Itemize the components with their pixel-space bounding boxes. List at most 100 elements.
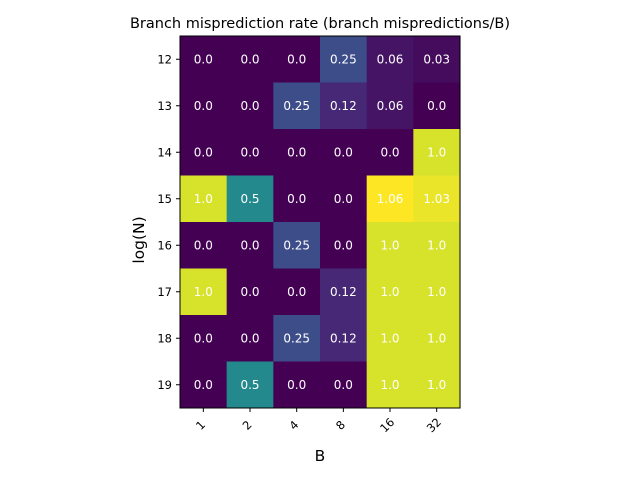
cell-value-label: 0.06 bbox=[377, 99, 404, 113]
y-tick-label: 16 bbox=[157, 238, 172, 252]
cell-value-label: 0.0 bbox=[334, 238, 353, 252]
heatmap-cell bbox=[366, 222, 414, 269]
heatmap-cell bbox=[180, 315, 228, 362]
cell-value-label: 1.0 bbox=[427, 238, 446, 252]
cell-value-label: 0.0 bbox=[287, 192, 306, 206]
cell-value-label: 1.0 bbox=[194, 192, 213, 206]
heatmap-cell bbox=[226, 315, 274, 362]
heatmap-cell bbox=[413, 129, 461, 176]
cell-value-label: 1.0 bbox=[427, 378, 446, 392]
heatmap-cell bbox=[366, 129, 414, 176]
cell-value-label: 0.25 bbox=[283, 99, 310, 113]
heatmap-cell-labels: 0.0 0.0 0.0 0.25 0.06 0.03 0.0 0.0 0.25 0.12 0.06 0… bbox=[194, 52, 450, 392]
heatmap-cell bbox=[180, 222, 228, 269]
heatmap-cell bbox=[180, 361, 228, 409]
heatmap-cell bbox=[226, 222, 274, 269]
heatmap-cell bbox=[366, 315, 414, 362]
cell-value-label: 0.0 bbox=[287, 52, 306, 66]
heatmap-cell bbox=[226, 82, 274, 130]
heatmap-cell bbox=[413, 82, 461, 130]
cell-value-label: 0.0 bbox=[240, 52, 259, 66]
heatmap-cell bbox=[226, 361, 274, 409]
heatmap-cell bbox=[413, 268, 461, 316]
heatmap-cell bbox=[413, 36, 461, 83]
x-tick-label: 1 bbox=[193, 418, 208, 433]
cell-value-label: 0.12 bbox=[330, 99, 357, 113]
cell-value-label: 0.0 bbox=[287, 285, 306, 299]
chart-title: Branch misprediction rate (branch mispre… bbox=[130, 16, 510, 32]
heatmap-cell bbox=[366, 268, 414, 316]
cell-value-label: 1.03 bbox=[423, 192, 450, 206]
y-tick-label: 13 bbox=[157, 99, 172, 113]
heatmap-cell bbox=[320, 361, 368, 409]
heatmap-cell bbox=[180, 82, 228, 130]
cell-value-label: 0.06 bbox=[377, 52, 404, 66]
cell-value-label: 0.0 bbox=[194, 99, 213, 113]
cell-value-label: 0.0 bbox=[427, 99, 446, 113]
x-tick-label: 16 bbox=[377, 415, 397, 435]
cell-value-label: 0.0 bbox=[334, 378, 353, 392]
heatmap-cell bbox=[273, 222, 321, 269]
cell-value-label: 0.12 bbox=[330, 285, 357, 299]
heatmap-cell bbox=[320, 315, 368, 362]
heatmap-cells bbox=[180, 36, 461, 409]
cell-value-label: 0.0 bbox=[287, 378, 306, 392]
y-tick-label: 14 bbox=[157, 145, 172, 159]
cell-value-label: 1.0 bbox=[194, 285, 213, 299]
heatmap-cell bbox=[366, 361, 414, 409]
cell-value-label: 0.0 bbox=[194, 378, 213, 392]
cell-value-label: 0.5 bbox=[240, 378, 259, 392]
heatmap-cell bbox=[366, 175, 414, 223]
cell-value-label: 0.25 bbox=[283, 331, 310, 345]
cell-value-label: 0.0 bbox=[240, 331, 259, 345]
heatmap-cell bbox=[366, 36, 414, 83]
heatmap-cell bbox=[413, 315, 461, 362]
heatmap-cell bbox=[320, 268, 368, 316]
cell-value-label: 0.0 bbox=[194, 52, 213, 66]
x-tick-label: 32 bbox=[424, 415, 444, 435]
x-axis-ticks: 1 2 4 8 16 32 bbox=[193, 408, 444, 435]
y-axis-label: log(N) bbox=[130, 216, 148, 263]
heatmap-cell bbox=[226, 129, 274, 176]
x-axis-label: B bbox=[315, 447, 326, 465]
cell-value-label: 0.5 bbox=[240, 192, 259, 206]
heatmap-cell bbox=[320, 36, 368, 83]
cell-value-label: 0.0 bbox=[194, 238, 213, 252]
cell-value-label: 1.0 bbox=[427, 285, 446, 299]
y-tick-label: 17 bbox=[157, 285, 172, 299]
cell-value-label: 0.0 bbox=[334, 192, 353, 206]
cell-value-label: 0.0 bbox=[240, 99, 259, 113]
cell-value-label: 0.0 bbox=[240, 285, 259, 299]
heatmap-cell bbox=[273, 361, 321, 409]
heatmap-cell bbox=[226, 36, 274, 83]
heatmap-cell bbox=[320, 129, 368, 176]
heatmap-cell bbox=[413, 175, 461, 223]
cell-value-label: 0.0 bbox=[240, 145, 259, 159]
heatmap-cell bbox=[273, 36, 321, 83]
heatmap-cell bbox=[226, 268, 274, 316]
heatmap-cell bbox=[273, 175, 321, 223]
cell-value-label: 1.06 bbox=[377, 192, 404, 206]
heatmap-cell bbox=[320, 82, 368, 130]
cell-value-label: 0.12 bbox=[330, 331, 357, 345]
x-tick-label: 4 bbox=[286, 418, 301, 433]
cell-value-label: 0.0 bbox=[380, 145, 399, 159]
heatmap-cell bbox=[320, 175, 368, 223]
cell-value-label: 1.0 bbox=[380, 238, 399, 252]
heatmap-cell bbox=[180, 175, 228, 223]
cell-value-label: 0.0 bbox=[194, 145, 213, 159]
x-tick-label: 2 bbox=[240, 418, 255, 433]
y-tick-label: 18 bbox=[157, 331, 172, 345]
y-tick-label: 15 bbox=[157, 192, 172, 206]
heatmap-cell bbox=[273, 268, 321, 316]
heatmap-cell bbox=[273, 129, 321, 176]
cell-value-label: 0.03 bbox=[423, 52, 450, 66]
cell-value-label: 0.0 bbox=[334, 145, 353, 159]
plot-frame bbox=[179, 35, 461, 409]
heatmap-cell bbox=[413, 361, 461, 409]
heatmap-cell bbox=[366, 82, 414, 130]
heatmap-cell bbox=[226, 175, 274, 223]
cell-value-label: 0.25 bbox=[330, 52, 357, 66]
